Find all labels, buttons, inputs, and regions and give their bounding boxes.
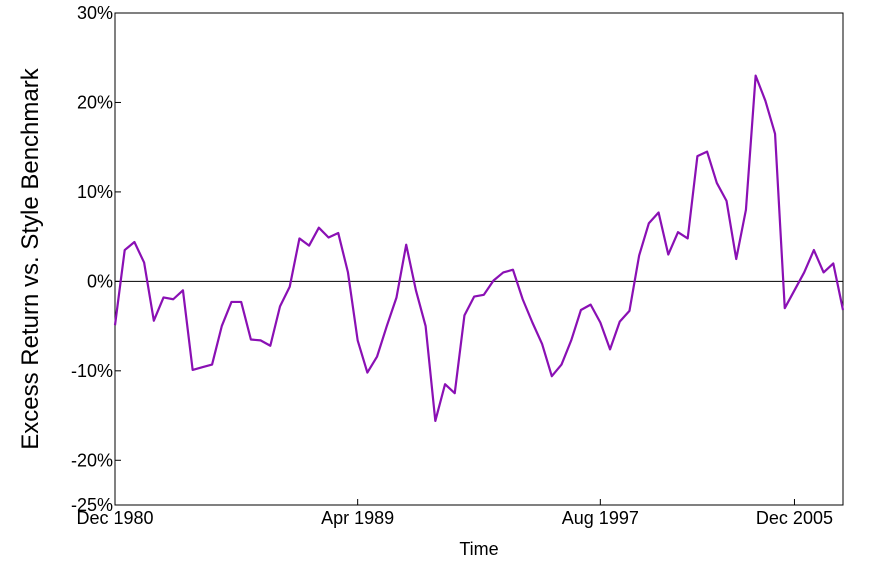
y-tick-label: 20% <box>77 92 113 112</box>
x-tick-label: Dec 2005 <box>756 508 833 528</box>
y-tick-label: -20% <box>71 450 113 470</box>
x-tick-label: Aug 1997 <box>562 508 639 528</box>
y-tick-label: 10% <box>77 182 113 202</box>
x-tick-label: Dec 1980 <box>76 508 153 528</box>
plot-frame <box>114 12 844 506</box>
y-tick-label: -25% <box>71 495 113 515</box>
y-tick-label: 30% <box>77 3 113 23</box>
y-tick-label: 0% <box>87 271 113 291</box>
y-tick-label: -10% <box>71 361 113 381</box>
x-tick-label: Apr 1989 <box>321 508 394 528</box>
data-line <box>113 74 845 423</box>
y-axis-title: Excess Return vs. Style Benchmark <box>17 67 44 449</box>
x-axis-title: Time <box>459 539 498 559</box>
